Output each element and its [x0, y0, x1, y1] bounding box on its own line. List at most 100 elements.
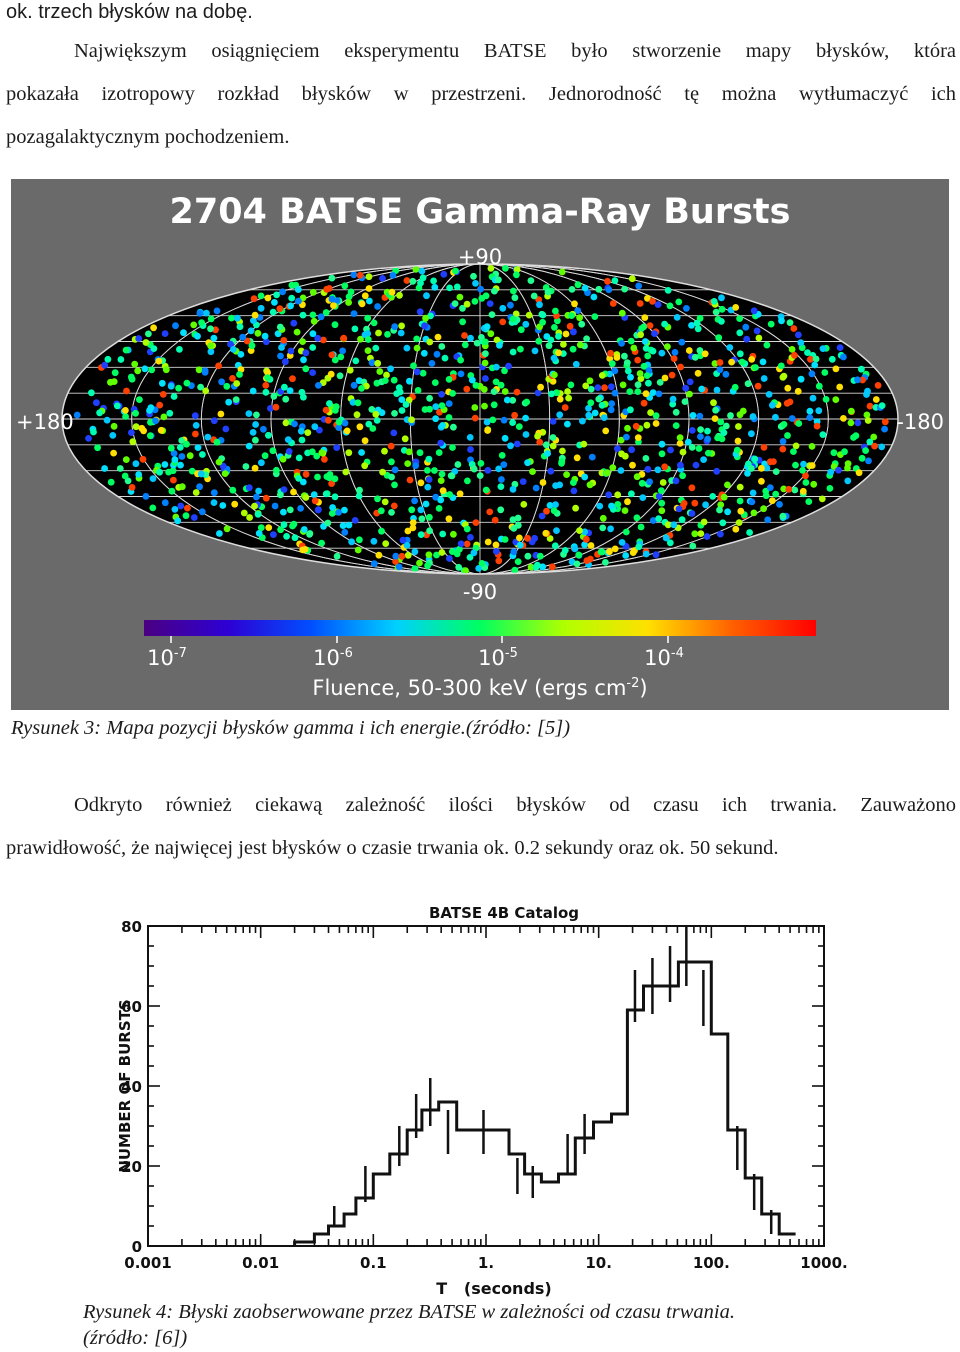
burst-dot [780, 485, 788, 493]
burst-dot [688, 484, 696, 492]
burst-dot [398, 396, 406, 403]
burst-dot [558, 458, 566, 465]
burst-dot [422, 500, 430, 508]
burst-dot [587, 542, 595, 549]
burst-dot [505, 362, 512, 370]
burst-dot [561, 404, 569, 411]
burst-dot [628, 275, 636, 283]
burst-dot [675, 298, 683, 306]
burst-dot [482, 486, 490, 494]
burst-dot [870, 433, 878, 441]
burst-dot [567, 381, 575, 389]
burst-dot [752, 364, 759, 371]
burst-dot [609, 300, 617, 307]
burst-dot [425, 455, 433, 463]
burst-dot [138, 424, 146, 432]
burst-dot [392, 552, 400, 560]
burst-dot [482, 375, 489, 382]
burst-dot [368, 406, 376, 413]
burst-dot [459, 304, 466, 312]
burst-dot [858, 365, 865, 373]
burst-dot [632, 422, 640, 430]
burst-dot [576, 341, 584, 349]
burst-dot [564, 420, 571, 428]
burst-dot [213, 438, 221, 446]
burst-dot [446, 284, 453, 292]
burst-dot [328, 480, 335, 487]
burst-dot [790, 448, 797, 455]
burst-dot [640, 362, 648, 370]
burst-dot [249, 429, 257, 436]
burst-dot [568, 286, 576, 293]
burst-dot [170, 393, 178, 400]
burst-dot [286, 387, 294, 395]
burst-dot [210, 334, 218, 342]
burst-dot [374, 303, 381, 310]
burst-dot [110, 422, 118, 430]
burst-dot [697, 426, 704, 433]
burst-dot [807, 355, 814, 363]
burst-dot [760, 505, 767, 513]
burst-dot [416, 308, 424, 316]
burst-dot [192, 489, 200, 496]
burst-dot [252, 436, 259, 444]
burst-dot [809, 394, 817, 402]
burst-dot [779, 445, 787, 453]
burst-dot [804, 349, 811, 356]
burst-dot [563, 471, 570, 478]
burst-dot [445, 515, 453, 523]
burst-dot [736, 329, 744, 337]
paragraph-2: Odkryto również ciekawą zależność ilości… [6, 784, 956, 870]
burst-dot [243, 337, 251, 345]
label-minus-180: -180 [896, 410, 944, 434]
burst-dot [419, 274, 427, 282]
burst-dot [513, 266, 521, 273]
burst-dot [432, 415, 439, 423]
burst-dot [191, 412, 199, 420]
burst-dot [417, 279, 424, 287]
burst-dot [228, 314, 235, 322]
burst-dot [573, 454, 581, 462]
burst-dot [709, 493, 717, 500]
burst-dot [405, 448, 413, 456]
burst-dot [425, 551, 433, 559]
burst-dot [501, 367, 508, 375]
burst-dot [634, 388, 642, 395]
burst-dot [799, 487, 807, 495]
burst-dot [152, 417, 159, 425]
burst-dot [552, 501, 559, 508]
burst-dot [411, 497, 418, 505]
burst-dot [658, 440, 666, 448]
burst-dot [399, 536, 407, 544]
burst-dot [524, 534, 531, 542]
burst-dot [449, 444, 456, 451]
burst-dot [591, 409, 599, 417]
burst-dot [850, 434, 857, 441]
burst-dot [331, 493, 339, 501]
burst-dot [282, 358, 289, 366]
burst-dot [534, 389, 542, 397]
burst-dot [248, 342, 256, 350]
burst-dot [282, 419, 290, 427]
burst-dot [795, 331, 802, 339]
burst-dot [323, 473, 331, 480]
burst-dot [608, 400, 616, 408]
burst-dot [203, 309, 210, 317]
burst-dot [273, 291, 280, 299]
burst-dot [788, 415, 796, 422]
label-plus-180: +180 [16, 410, 74, 434]
burst-dot [430, 277, 437, 285]
burst-dot [634, 434, 642, 441]
burst-dot [750, 509, 758, 517]
burst-dot [481, 359, 489, 367]
burst-dot [500, 461, 508, 468]
burst-dot [547, 467, 555, 475]
burst-dot [623, 359, 631, 366]
burst-dot [576, 314, 583, 322]
x-tick-label: 100. [693, 1254, 730, 1272]
burst-dot [743, 335, 751, 343]
burst-dot [391, 323, 399, 331]
burst-dot [754, 382, 762, 390]
burst-dot [262, 338, 270, 346]
burst-dot [719, 519, 727, 527]
